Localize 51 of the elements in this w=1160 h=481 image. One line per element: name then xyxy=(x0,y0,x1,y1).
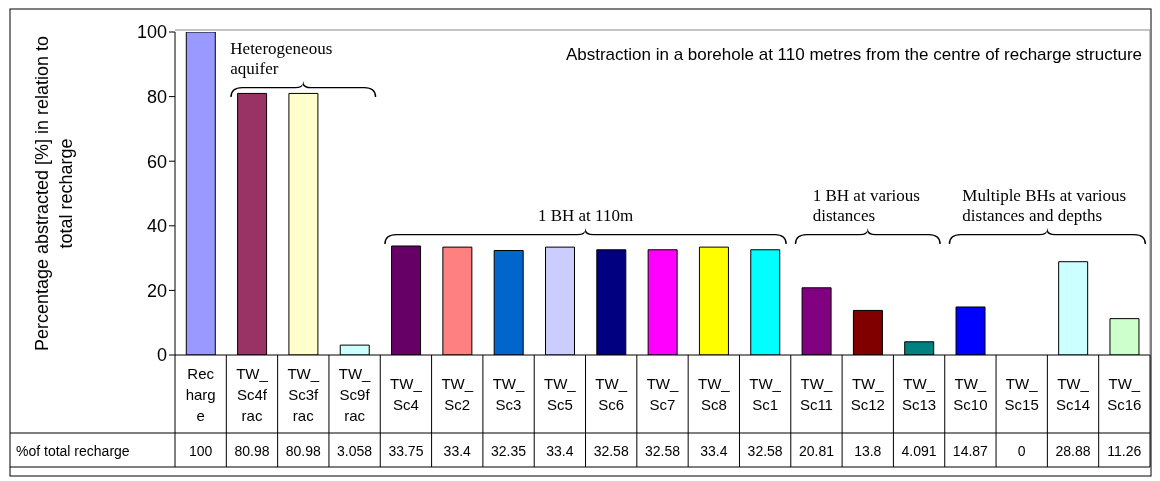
x-tick-label: TW_Sc8 xyxy=(696,374,731,415)
x-tick-label: TW_Sc2 xyxy=(440,374,475,415)
x-tick-label: TW_Sc12 xyxy=(850,374,886,415)
text: 20.81 xyxy=(798,443,834,459)
x-tick-label: TW_Sc11 xyxy=(799,374,834,415)
text: 100 xyxy=(188,443,213,459)
x-tick-label: TW_Sc7 xyxy=(645,374,680,415)
annotation: Heterogeneous aquifer xyxy=(230,38,334,79)
text: 28.88 xyxy=(1055,443,1091,459)
x-tick-label: Recharge xyxy=(184,363,217,426)
text: 33.4 xyxy=(700,443,728,459)
text: Abstraction in a borehole at 110 metres from the centre of recharge structure xyxy=(565,45,1142,64)
x-tick-label: TW_Sc16 xyxy=(1107,374,1142,415)
y-tick-label: 100 xyxy=(136,22,167,43)
x-tick-label: TW_Sc1 xyxy=(748,374,782,415)
x-tick-label: TW_Sc6 xyxy=(594,374,629,415)
y-tick-label: 20 xyxy=(146,280,167,301)
text: 0 xyxy=(1017,443,1026,459)
y-axis-title: Percentage abstracted [%] in relation to total recharge xyxy=(32,35,76,352)
x-tick-label: TW_Sc10 xyxy=(953,374,988,415)
text: 33.4 xyxy=(546,443,574,459)
x-tick-label: TW_Sc15 xyxy=(1004,374,1039,415)
text: 80.98 xyxy=(234,443,270,459)
y-tick-label: 80 xyxy=(146,86,167,107)
x-tick-label: TW_Sc3 xyxy=(491,374,526,415)
text: 32.35 xyxy=(491,443,527,459)
text: 33.4 xyxy=(443,443,471,459)
text: 4.091 xyxy=(901,443,937,459)
text: %of total recharge xyxy=(16,443,130,459)
text: 33.75 xyxy=(388,443,424,459)
x-tick-label: TW_Sc4 xyxy=(389,374,423,415)
x-tick-label: TW_Sc4frac xyxy=(235,363,269,426)
text: 32.58 xyxy=(644,443,681,459)
y-tick-label: 0 xyxy=(156,345,167,366)
text: 11.26 xyxy=(1107,443,1142,459)
text: 32.58 xyxy=(747,443,783,459)
text: 3.058 xyxy=(337,443,373,459)
x-tick-label: TW_Sc3frac xyxy=(286,363,321,426)
annotation: 1 BH at various distances xyxy=(812,185,921,226)
text: 32.58 xyxy=(593,443,629,459)
text: 13.8 xyxy=(854,443,882,459)
annotation: Multiple BHs at various distances and depths xyxy=(962,185,1128,226)
y-tick-label: 60 xyxy=(146,151,167,172)
annotation: 1 BH at 110m xyxy=(536,205,635,226)
text: 80.98 xyxy=(285,443,321,459)
x-tick-label: TW_Sc5 xyxy=(543,374,577,415)
x-tick-label: TW_Sc14 xyxy=(1055,374,1091,415)
y-tick-label: 40 xyxy=(146,216,167,237)
text: 14.87 xyxy=(952,443,988,459)
x-tick-label: TW_Sc9frac xyxy=(337,363,372,426)
x-tick-label: TW_Sc13 xyxy=(901,374,937,415)
